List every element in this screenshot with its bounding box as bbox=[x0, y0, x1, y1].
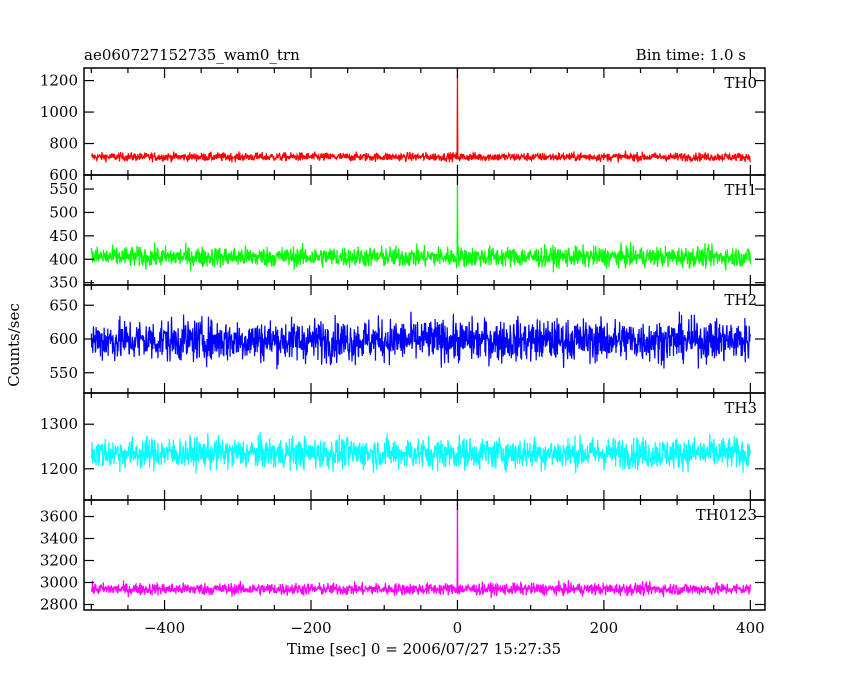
panel-th0: TH0 600 800 1000 1200 bbox=[40, 67, 766, 184]
y-tick-label: 3000 bbox=[40, 574, 78, 592]
panel-name-label: TH0123 bbox=[696, 506, 757, 524]
y-tick-label: 1200 bbox=[40, 72, 78, 90]
series-th1 bbox=[90, 175, 751, 273]
x-tick-label: 0 bbox=[453, 619, 463, 637]
series-th2 bbox=[90, 311, 751, 370]
y-tick-label: 3600 bbox=[40, 508, 78, 526]
panel-name-label: TH1 bbox=[724, 181, 757, 199]
y-tick-label: 500 bbox=[49, 203, 78, 221]
x-tick-label: −400 bbox=[144, 619, 185, 637]
panel-name-label: TH0 bbox=[724, 74, 757, 92]
panel-th1: TH1 350 400 450 500 550 bbox=[49, 174, 766, 292]
y-tick-label: 450 bbox=[49, 227, 78, 245]
panel-th0123: TH0123 2800 3000 3200 3400 3600 bbox=[40, 499, 766, 614]
y-tick-label: 3400 bbox=[40, 530, 78, 548]
series-th3 bbox=[90, 432, 751, 474]
panel-name-label: TH3 bbox=[724, 399, 757, 417]
y-tick-label: 400 bbox=[49, 250, 78, 268]
y-tick-label: 1000 bbox=[40, 103, 78, 121]
y-tick-label: 550 bbox=[49, 180, 78, 198]
panel-frame bbox=[83, 174, 766, 286]
chart-title: ae060727152735_wam0_trn bbox=[84, 46, 300, 64]
series-th0 bbox=[90, 68, 751, 163]
bin-time-label: Bin time: 1.0 s bbox=[636, 46, 746, 64]
y-axis-label: Counts/sec bbox=[5, 303, 23, 387]
y-tick-label: 3200 bbox=[40, 552, 78, 570]
y-tick-label: 2800 bbox=[40, 596, 78, 614]
y-tick-label: 1300 bbox=[40, 415, 78, 433]
x-tick-label: 200 bbox=[590, 619, 619, 637]
panel-frame bbox=[83, 499, 766, 611]
y-tick-label: 800 bbox=[49, 135, 78, 153]
series-th0123 bbox=[90, 500, 751, 599]
y-tick-label: 650 bbox=[49, 296, 78, 314]
x-tick-label: −200 bbox=[290, 619, 331, 637]
panel-name-label: TH2 bbox=[724, 291, 757, 309]
x-axis-label: Time [sec] 0 = 2006/07/27 15:27:35 bbox=[287, 640, 561, 658]
y-tick-label: 550 bbox=[49, 364, 78, 382]
x-tick-label: 400 bbox=[736, 619, 765, 637]
panel-th2: TH2 550 600 650 bbox=[49, 284, 766, 394]
y-tick-label: 350 bbox=[49, 274, 78, 292]
y-tick-label: 600 bbox=[49, 330, 78, 348]
y-tick-label: 1200 bbox=[40, 460, 78, 478]
panels-group: TH0 600 800 1000 1200 TH1 350 400 450 500 550 TH2 55… bbox=[40, 67, 766, 637]
y-tick-label: 600 bbox=[49, 166, 78, 184]
panel-th3: TH3 1200 1300 bbox=[40, 392, 766, 501]
